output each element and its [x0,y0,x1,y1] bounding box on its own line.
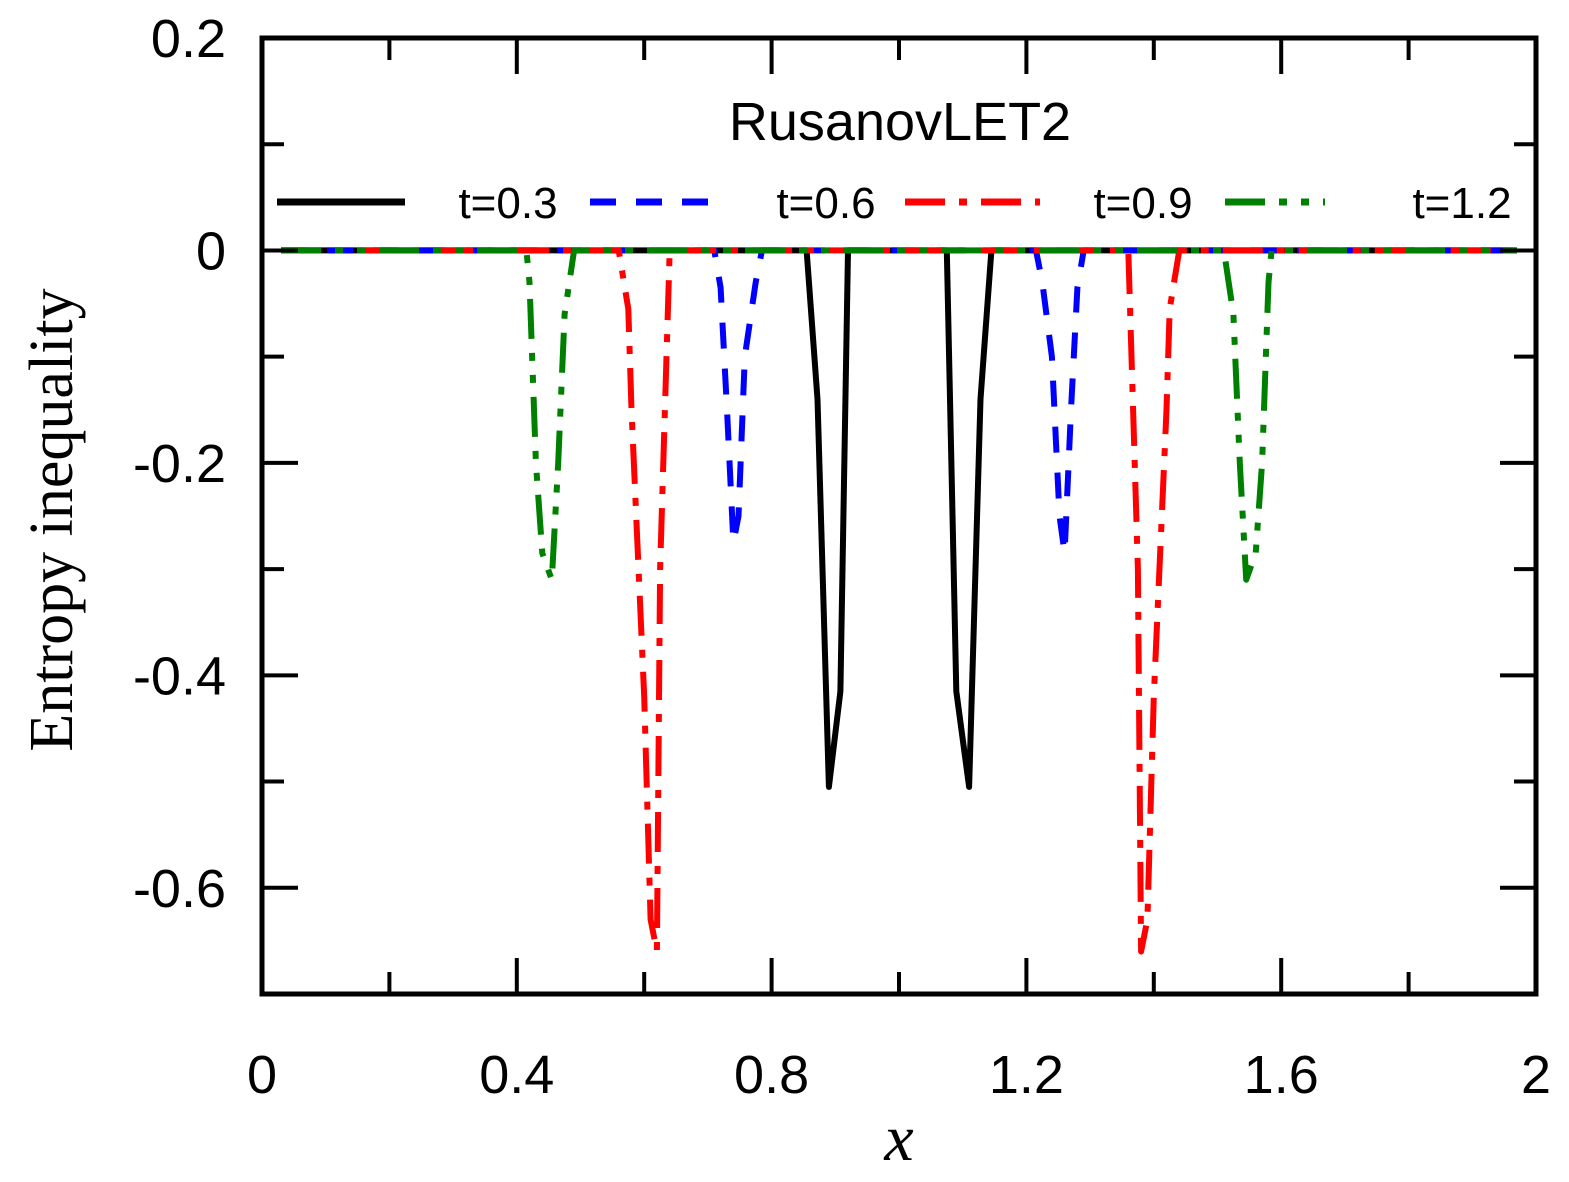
x-tick-label: 1.2 [989,1045,1064,1105]
y-tick-label: -0.2 [133,434,226,494]
plot-frame [259,35,1539,997]
ticks-layer [262,38,1536,994]
series-layer [281,247,1517,955]
legend-item-1: t=0.6 [590,179,876,228]
x-tick-label: 0 [247,1045,277,1105]
legend-label: t=0.3 [458,179,557,228]
series-line-2 [281,247,1517,955]
legend-label: t=0.9 [1093,179,1192,228]
y-tick-label: -0.6 [133,859,226,919]
series-line-3 [281,247,1517,583]
tick-labels-layer: 0 0.4 0.8 1.2 1.6 2 0.2 0 -0.2 -0.4 -0.6 [133,9,1551,1105]
legend: t=0.3 t=0.6 t=0.9 t=1.2 [277,179,1512,228]
legend-item-0: t=0.3 [277,179,558,228]
y-axis-title: Entropy inequality [18,288,86,751]
legend-item-3: t=1.2 [1225,179,1512,228]
series-line-1 [281,247,1517,557]
series-line-0 [281,247,1517,790]
y-tick-label: 0.2 [151,9,226,69]
x-tick-label: 1.6 [1244,1045,1319,1105]
legend-label: t=0.6 [776,179,875,228]
x-tick-label: 0.4 [479,1045,554,1105]
y-tick-label: -0.4 [133,646,226,706]
legend-label: t=1.2 [1412,179,1511,228]
chart-title: RusanovLET2 [729,92,1071,152]
x-tick-label: 2 [1521,1045,1551,1105]
x-axis-title: x [883,1102,913,1175]
y-tick-label: 0 [196,221,226,281]
x-tick-label: 0.8 [734,1045,809,1105]
legend-item-2: t=0.9 [905,179,1193,228]
